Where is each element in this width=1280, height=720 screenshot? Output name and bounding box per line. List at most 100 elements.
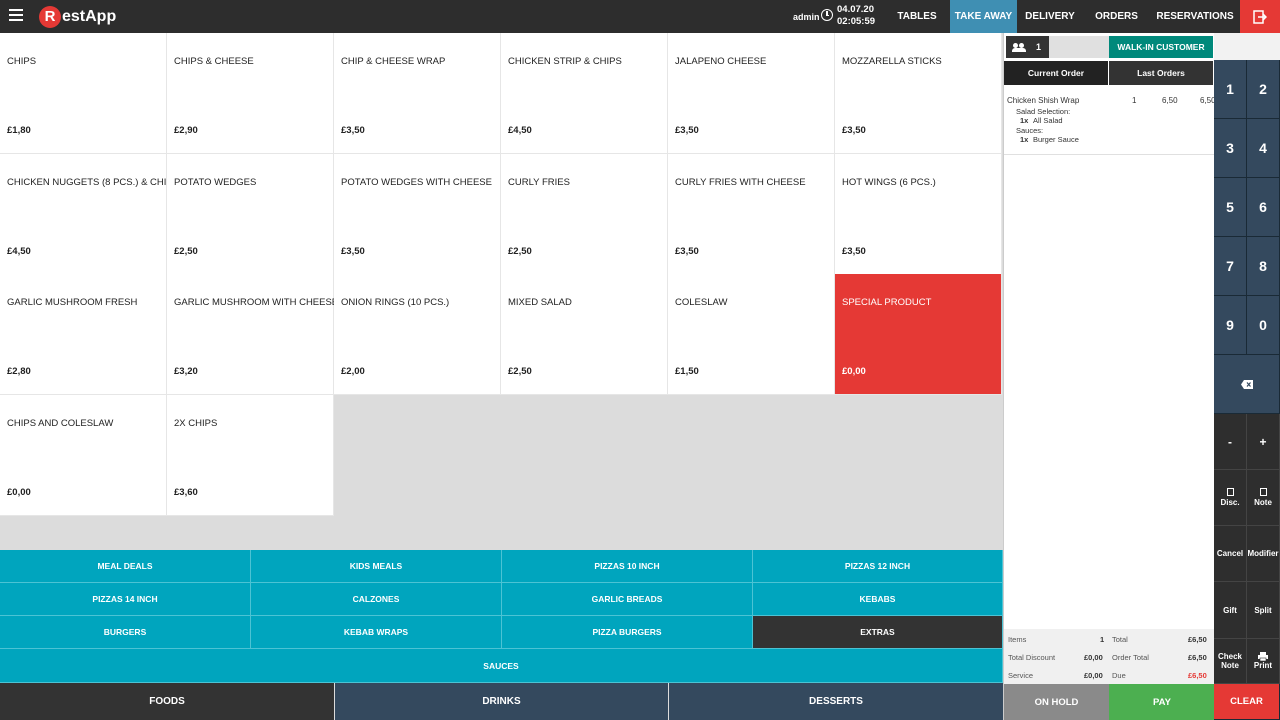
plus-button[interactable]: + xyxy=(1247,414,1280,470)
due-label: Due xyxy=(1112,671,1126,680)
product-tile[interactable]: 2X CHIPS £3,60 xyxy=(167,394,334,516)
product-tile[interactable]: POTATO WEDGES £2,50 xyxy=(167,153,334,275)
modifier-button[interactable]: Modifier xyxy=(1247,526,1280,582)
category-pizzas-12[interactable]: PIZZAS 12 INCH xyxy=(753,550,1003,583)
split-button[interactable]: Split xyxy=(1247,582,1280,639)
tab-reservations[interactable]: RESERVATIONS xyxy=(1156,11,1234,22)
product-name: ONION RINGS (10 PCS.) xyxy=(341,297,450,308)
product-tile[interactable]: MIXED SALAD £2,50 xyxy=(501,274,668,395)
key-7[interactable]: 7 xyxy=(1214,237,1247,296)
logo-text: estApp xyxy=(62,7,117,25)
on-hold-button[interactable]: ON HOLD xyxy=(1004,684,1109,720)
product-price: £3,50 xyxy=(675,125,699,136)
product-tile[interactable]: ONION RINGS (10 PCS.) £2,00 xyxy=(334,274,501,395)
category-pizzas-10[interactable]: PIZZAS 10 INCH xyxy=(502,550,753,583)
customer-button[interactable]: WALK-IN CUSTOMER xyxy=(1109,36,1213,58)
product-name: COLESLAW xyxy=(675,297,728,308)
guests-button[interactable]: 1 xyxy=(1006,36,1049,58)
product-name: CHICKEN NUGGETS (8 PCS.) & CHIPS xyxy=(7,176,180,188)
modifier-title: Salad Selection: xyxy=(1016,107,1071,116)
product-tile[interactable]: CHIPS AND COLESLAW £0,00 xyxy=(0,394,167,516)
product-tile[interactable]: HOT WINGS (6 PCS.) £3,50 xyxy=(835,153,1002,275)
menu-tab-foods[interactable]: FOODS xyxy=(0,683,334,720)
menu-icon[interactable] xyxy=(9,9,23,23)
product-tile[interactable]: CURLY FRIES WITH CHEESE £3,50 xyxy=(668,153,835,275)
product-tile[interactable]: SPECIAL PRODUCT £0,00 xyxy=(835,274,1002,395)
tab-orders[interactable]: ORDERS xyxy=(1095,11,1138,22)
product-price: £0,00 xyxy=(7,486,31,498)
category-kebabs[interactable]: KEBABS xyxy=(753,583,1003,616)
user-name: admin xyxy=(793,12,820,22)
product-tile[interactable]: CHIPS £1,80 xyxy=(0,33,167,154)
product-name: GARLIC MUSHROOM WITH CHEESE xyxy=(174,297,339,308)
item-name: Chicken Shish Wrap xyxy=(1007,96,1080,105)
item-total: 6,50 xyxy=(1200,96,1216,105)
product-name: CHIPS AND COLESLAW xyxy=(7,417,114,429)
category-kids-meals[interactable]: KIDS MEALS xyxy=(251,550,502,583)
discount-icon xyxy=(1226,488,1234,496)
key-9[interactable]: 9 xyxy=(1214,296,1247,355)
key-6[interactable]: 6 xyxy=(1247,178,1280,237)
clear-button[interactable]: CLEAR xyxy=(1214,684,1280,720)
print-button[interactable]: Print xyxy=(1247,639,1280,684)
category-pizza-burgers[interactable]: PIZZA BURGERS xyxy=(502,616,753,649)
logout-icon xyxy=(1253,9,1267,24)
check-note-button[interactable]: Check Note xyxy=(1214,639,1247,684)
key-0[interactable]: 0 xyxy=(1247,296,1280,355)
gift-button[interactable]: Gift xyxy=(1214,582,1247,639)
product-tile[interactable]: COLESLAW £1,50 xyxy=(668,274,835,395)
key-4[interactable]: 4 xyxy=(1247,119,1280,178)
guests-spacer xyxy=(1049,36,1109,58)
product-tile[interactable]: CHIPS & CHEESE £2,90 xyxy=(167,33,334,154)
logout-button[interactable] xyxy=(1240,0,1280,33)
product-name: CHIPS & CHEESE xyxy=(174,56,254,67)
category-extras[interactable]: EXTRAS xyxy=(753,616,1003,649)
menu-tab-desserts[interactable]: DESSERTS xyxy=(669,683,1003,720)
product-price: £2,50 xyxy=(508,366,532,377)
product-price: £2,50 xyxy=(508,245,532,257)
product-tile[interactable]: CHICKEN NUGGETS (8 PCS.) & CHIPS £4,50 xyxy=(0,153,179,275)
product-tile[interactable]: GARLIC MUSHROOM WITH CHEESE £3,20 xyxy=(167,274,338,395)
category-garlic-breads[interactable]: GARLIC BREADS xyxy=(502,583,753,616)
category-calzones[interactable]: CALZONES xyxy=(251,583,502,616)
key-8[interactable]: 8 xyxy=(1247,237,1280,296)
category-kebab-wraps[interactable]: KEBAB WRAPS xyxy=(251,616,502,649)
category-burgers[interactable]: BURGERS xyxy=(0,616,251,649)
tab-delivery[interactable]: DELIVERY xyxy=(1025,11,1075,22)
product-tile[interactable]: POTATO WEDGES WITH CHEESE £3,50 xyxy=(334,153,501,275)
product-name: MIXED SALAD xyxy=(508,297,572,308)
key-1[interactable]: 1 xyxy=(1214,60,1247,119)
product-tile[interactable]: CURLY FRIES £2,50 xyxy=(501,153,668,275)
category-meal-deals[interactable]: MEAL DEALS xyxy=(0,550,251,583)
printer-icon xyxy=(1258,652,1268,661)
tab-tables[interactable]: TABLES xyxy=(897,11,937,22)
key-3[interactable]: 3 xyxy=(1214,119,1247,178)
product-tile[interactable]: MOZZARELLA STICKS £3,50 xyxy=(835,33,1002,154)
product-price: £3,60 xyxy=(174,486,198,498)
product-tile[interactable]: CHIP & CHEESE WRAP £3,50 xyxy=(334,33,501,154)
cancel-button[interactable]: Cancel xyxy=(1214,526,1247,582)
date-text: 04.07.20 xyxy=(837,4,874,15)
key-5[interactable]: 5 xyxy=(1214,178,1247,237)
product-tile[interactable]: JALAPENO CHEESE £3,50 xyxy=(668,33,835,154)
product-name: CURLY FRIES WITH CHEESE xyxy=(675,176,806,188)
minus-button[interactable]: - xyxy=(1214,414,1247,470)
tab-take-away[interactable]: TAKE AWAY xyxy=(950,0,1017,33)
menu-tab-drinks[interactable]: DRINKS xyxy=(335,683,668,720)
backspace-button[interactable] xyxy=(1214,355,1280,414)
tab-last-orders[interactable]: Last Orders xyxy=(1109,61,1213,85)
tab-current-order[interactable]: Current Order xyxy=(1004,61,1108,85)
discount-button[interactable]: Disc. xyxy=(1214,470,1247,526)
category-pizzas-14[interactable]: PIZZAS 14 INCH xyxy=(0,583,251,616)
category-grid: MEAL DEALS KIDS MEALS PIZZAS 10 INCH PIZ… xyxy=(0,550,1003,683)
order-line[interactable]: Chicken Shish Wrap 1 6,50 6,50 Salad Sel… xyxy=(1004,91,1216,155)
backspace-icon xyxy=(1240,379,1253,389)
product-tile[interactable]: GARLIC MUSHROOM FRESH £2,80 xyxy=(0,274,167,395)
key-2[interactable]: 2 xyxy=(1247,60,1280,119)
product-tile[interactable]: CHICKEN STRIP & CHIPS £4,50 xyxy=(501,33,668,154)
category-sauces[interactable]: SAUCES xyxy=(0,649,1003,683)
items-count: 1 xyxy=(1100,635,1105,644)
pay-button[interactable]: PAY xyxy=(1109,684,1215,720)
modifier-item: Burger Sauce xyxy=(1033,135,1079,144)
note-button[interactable]: Note xyxy=(1247,470,1280,526)
